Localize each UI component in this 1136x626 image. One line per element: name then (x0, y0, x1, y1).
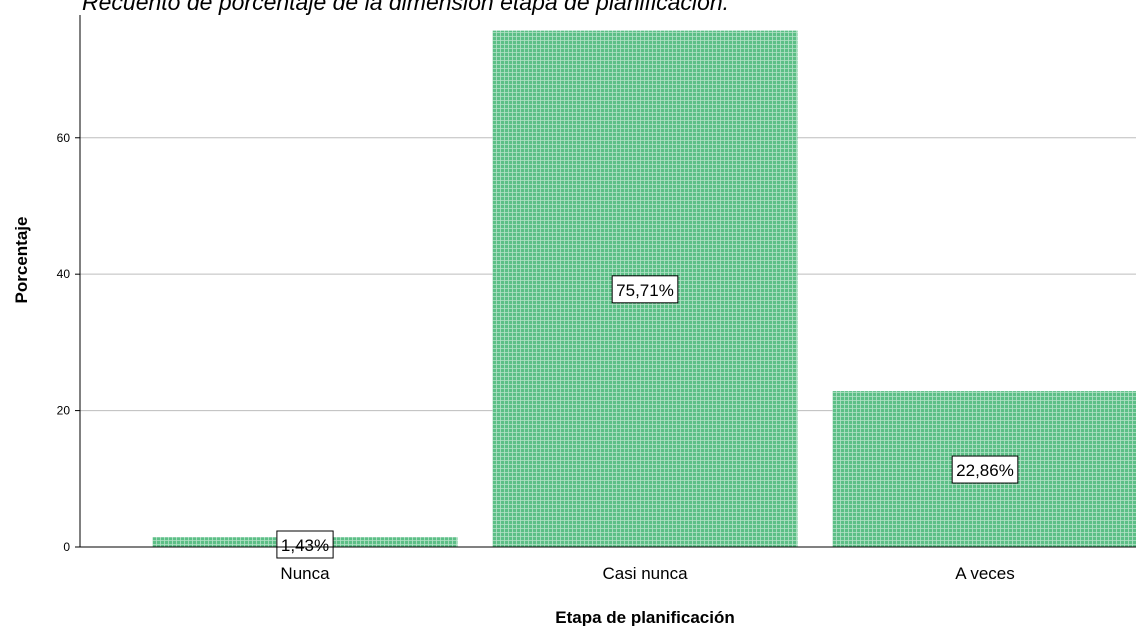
chart-title: Recuento de porcentaje de la dimensión e… (82, 0, 729, 15)
value-label: 75,71% (616, 281, 674, 300)
y-tick-label: 40 (57, 267, 71, 281)
value-label-box (611, 275, 679, 304)
value-label-box (951, 455, 1019, 484)
x-tick-label: Nunca (280, 564, 330, 583)
y-tick-label: 60 (57, 131, 71, 145)
x-tick-label: A veces (955, 564, 1015, 583)
value-label: 1,43% (281, 536, 329, 555)
y-axis-label: Porcentaje (12, 217, 31, 304)
value-label: 22,86% (956, 461, 1014, 480)
x-axis-label: Etapa de planificación (555, 608, 735, 626)
y-tick-label: 20 (57, 404, 71, 418)
value-label-box (276, 530, 334, 559)
x-tick-label: Casi nunca (602, 564, 688, 583)
y-tick-label: 0 (63, 540, 70, 554)
